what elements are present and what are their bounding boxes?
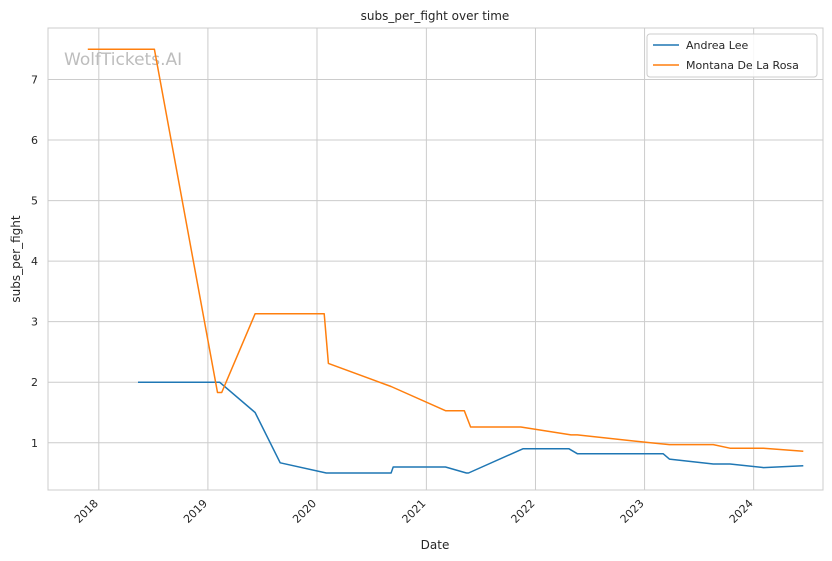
- chart-title: subs_per_fight over time: [361, 9, 510, 23]
- y-tick-label: 1: [31, 437, 38, 450]
- watermark: WolfTickets.AI: [64, 50, 182, 70]
- y-tick-label: 2: [31, 376, 38, 389]
- y-tick-label: 7: [31, 73, 38, 86]
- x-axis-label: Date: [421, 538, 450, 552]
- legend-label-montana-de-la-rosa: Montana De La Rosa: [686, 59, 799, 72]
- legend: Andrea Lee Montana De La Rosa: [646, 33, 818, 78]
- series-line-montana-de-la-rosa: [87, 48, 804, 452]
- y-tick-label: 5: [31, 195, 38, 208]
- plot-frame: [47, 27, 824, 491]
- y-axis-ticks: 1 2 3 4 5 6 7: [31, 73, 38, 449]
- y-tick-label: 4: [31, 255, 38, 268]
- series-line-andrea-lee: [138, 381, 804, 474]
- legend-box: [646, 33, 818, 78]
- y-tick-label: 3: [31, 316, 38, 329]
- y-tick-label: 6: [31, 134, 38, 147]
- series-layer: [87, 48, 804, 474]
- y-axis-label: subs_per_fight: [9, 215, 23, 302]
- legend-label-andrea-lee: Andrea Lee: [686, 39, 748, 52]
- grid: [48, 28, 823, 490]
